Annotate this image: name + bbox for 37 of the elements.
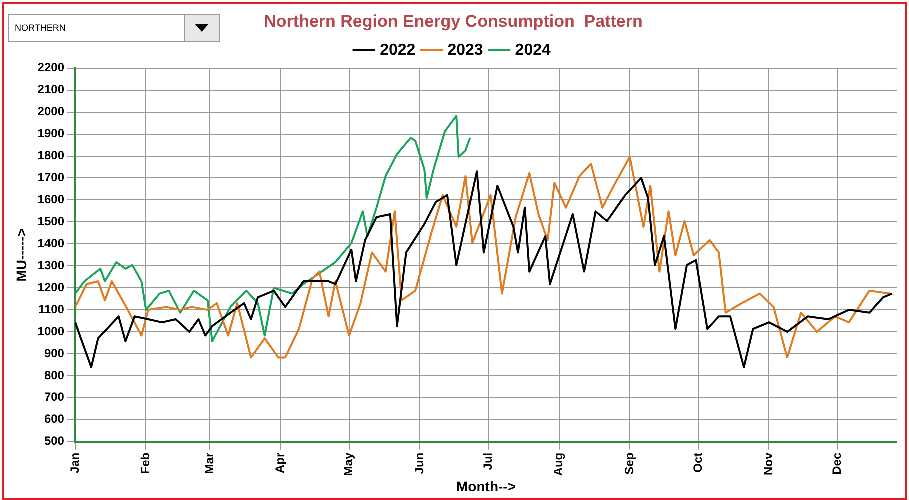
- y-tick-label: 1700: [38, 170, 65, 185]
- x-tick-label: Oct: [690, 452, 705, 473]
- legend-label: 2023: [448, 42, 484, 59]
- y-tick-label: 1100: [38, 302, 65, 316]
- x-tick-label: Nov: [762, 452, 776, 476]
- y-tick-label: 2200: [38, 60, 65, 75]
- y-tick-label: 1000: [38, 324, 65, 338]
- x-tick-label: May: [342, 452, 356, 476]
- x-tick-label: Feb: [138, 452, 153, 474]
- x-tick-label: Sep: [622, 452, 636, 475]
- x-tick-label: Apr: [273, 452, 288, 474]
- y-tick-label: 1300: [38, 258, 65, 272]
- x-tick-label: Jan: [68, 452, 82, 474]
- y-tick-label: 1200: [38, 280, 65, 294]
- y-tick-label: 2000: [38, 104, 65, 119]
- y-tick-label: 1500: [38, 214, 65, 228]
- y-tick-label: 1600: [38, 192, 65, 207]
- x-axis-title: Month-->: [456, 478, 516, 494]
- x-tick-label: Jul: [480, 452, 495, 470]
- region-dropdown: NORTHERN: [8, 14, 220, 42]
- y-tick-label: 1900: [38, 126, 65, 141]
- chart-title: Northern Region Energy Consumption Pattern: [264, 12, 643, 31]
- y-tick-label: 500: [44, 434, 65, 448]
- legend-label: 2024: [515, 42, 551, 59]
- x-tick-label: Aug: [552, 452, 566, 476]
- legend-label: 2022: [380, 42, 416, 59]
- y-tick-label: 600: [44, 412, 65, 426]
- x-tick-label: Dec: [830, 452, 844, 475]
- y-tick-label: 1400: [38, 236, 65, 250]
- y-tick-label: 1800: [38, 148, 65, 163]
- y-tick-label: 900: [44, 346, 65, 360]
- y-tick-label: 700: [44, 390, 65, 404]
- y-tick-label: 800: [44, 368, 65, 382]
- y-tick-label: 2100: [38, 82, 65, 97]
- x-tick-label: Jun: [412, 452, 426, 474]
- x-tick-label: Mar: [202, 452, 216, 474]
- y-axis-title: MU----->: [13, 228, 30, 282]
